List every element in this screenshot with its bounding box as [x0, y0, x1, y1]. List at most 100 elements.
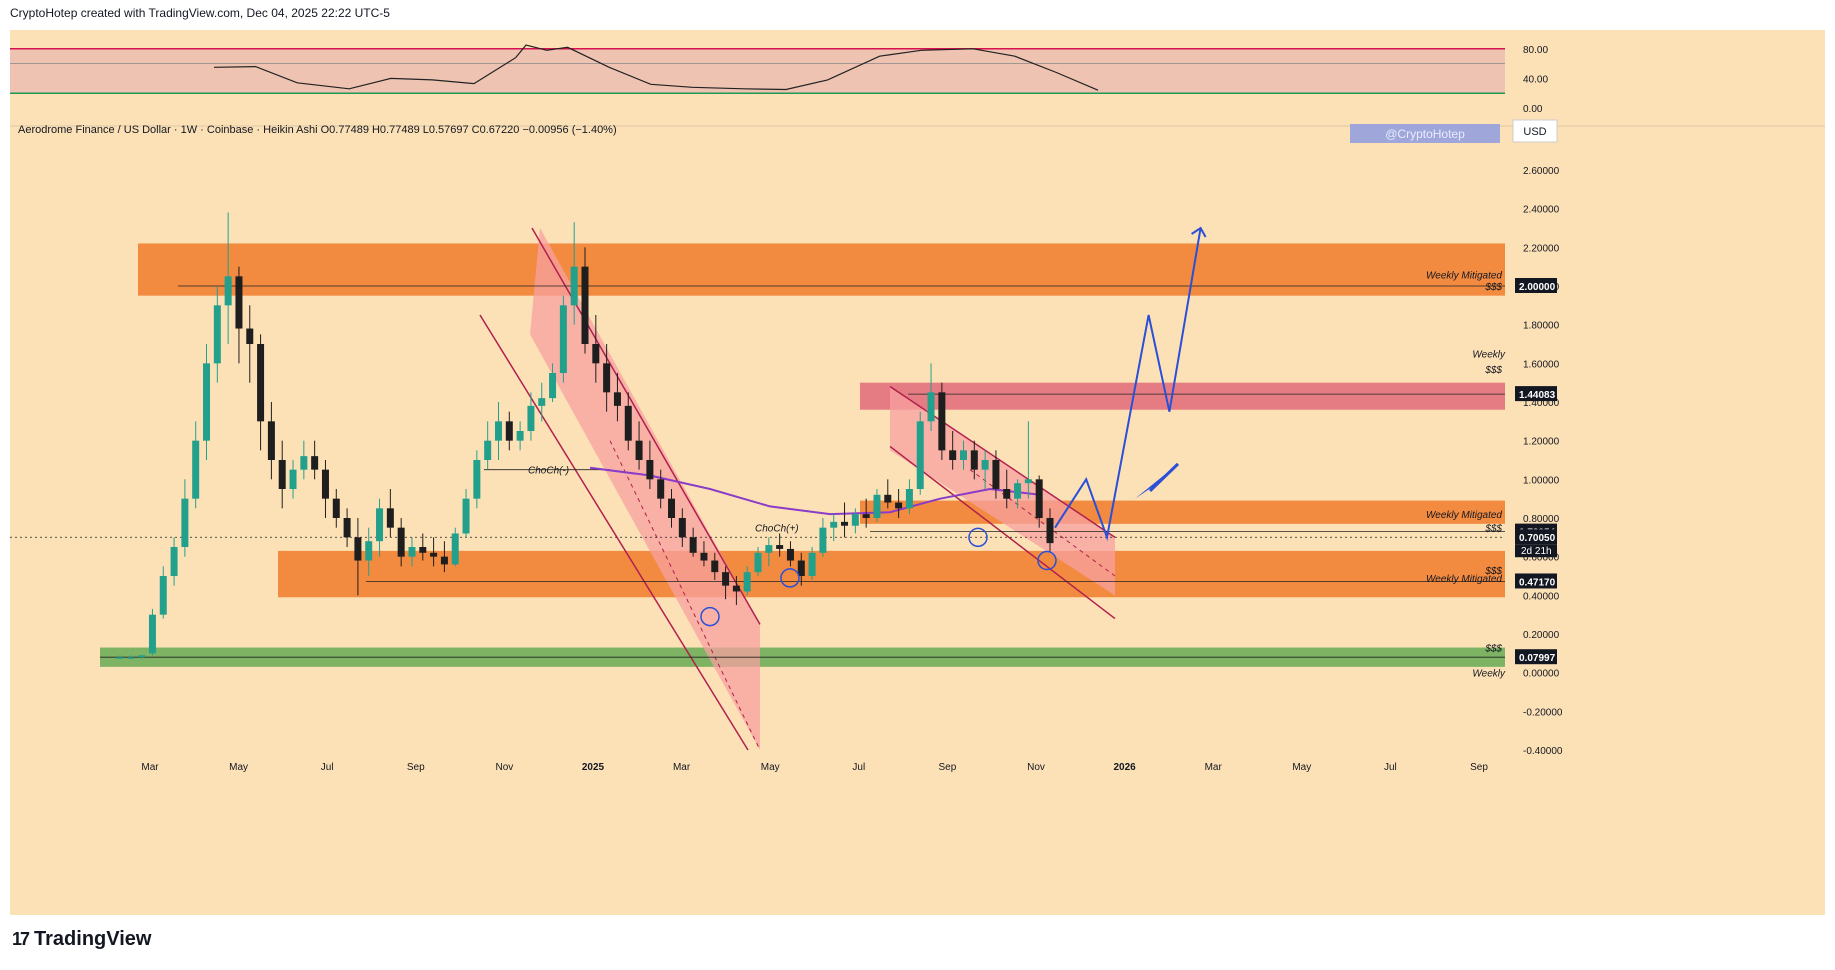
candle-body	[646, 460, 654, 480]
candle-body	[451, 533, 459, 565]
rsi-tick-label: 40.00	[1523, 74, 1548, 85]
candle-body	[267, 421, 275, 460]
candle-body	[203, 363, 211, 441]
candle-body	[159, 576, 167, 615]
candle-body	[192, 440, 200, 499]
candle-body	[213, 305, 221, 364]
candle-body	[732, 585, 740, 592]
candle-body	[981, 460, 989, 470]
price-label-box	[1515, 529, 1557, 545]
rsi-tick-label: 80.00	[1523, 45, 1548, 56]
candle-body	[386, 508, 394, 528]
channel-2-upper	[889, 385, 1116, 538]
rsi-line	[213, 44, 1099, 91]
candle-body	[549, 373, 557, 399]
price-tick-label: 0.60000	[1523, 553, 1560, 564]
candle-body	[527, 405, 535, 431]
candle-body	[722, 572, 730, 586]
price-tick-label: -0.40000	[1523, 746, 1563, 757]
candle-body	[419, 547, 427, 553]
price-tick-label: 0.40000	[1523, 591, 1560, 602]
candle-body	[862, 514, 870, 518]
time-tick-label: Jul	[321, 762, 334, 773]
annotation-weekly-mitigated: Weekly Mitigated	[1426, 510, 1502, 521]
price-label-text: 1.44083	[1519, 390, 1556, 401]
annotation-sss: $$$	[1484, 524, 1502, 535]
candle-body	[711, 560, 719, 573]
price-label-box	[1515, 573, 1557, 589]
candle-body	[1046, 518, 1054, 544]
price-label-text: 2.00000	[1519, 282, 1556, 293]
candle-body	[484, 440, 492, 460]
candle-body	[624, 405, 632, 441]
weekly-mitigated-zone-low	[278, 550, 1505, 598]
annotation-weekly-mitigated: Weekly Mitigated	[1426, 574, 1502, 585]
channel-1-upper	[531, 227, 761, 625]
candle-body	[516, 431, 524, 441]
candle-body	[657, 479, 665, 499]
candle-body	[354, 537, 362, 561]
channel-2-lower	[889, 445, 1116, 620]
annotation-sss: $$$	[1484, 365, 1502, 376]
candle-body	[700, 552, 708, 561]
candle-body	[148, 614, 156, 654]
price-tick-label: 1.60000	[1523, 359, 1560, 370]
chart-canvas[interactable]: 80.00 40.00 0.00 Aerodrome Finance / US Dol…	[10, 30, 1825, 915]
candle-body	[559, 305, 567, 373]
tradingview-wordmark: TradingView	[34, 928, 152, 950]
channel-1-mid	[609, 440, 761, 751]
chart-attribution: CryptoHotep created with TradingView.com…	[10, 6, 390, 20]
candle-body	[462, 498, 470, 534]
candle-body	[927, 392, 935, 422]
candle-body	[776, 545, 784, 549]
channel-1-fill	[530, 228, 760, 750]
candle-body	[1024, 479, 1032, 484]
candle-body	[332, 498, 340, 518]
annotation-sss: $$$	[1484, 566, 1502, 577]
candle-body	[538, 398, 546, 406]
candle-body	[494, 421, 502, 441]
candle-body	[376, 508, 384, 542]
candle-body	[905, 489, 913, 509]
candle-body	[949, 450, 957, 460]
price-tick-label: 1.00000	[1523, 475, 1560, 486]
time-tick-label: Jul	[1384, 762, 1397, 773]
candle-body	[743, 572, 751, 592]
marker-circle	[1037, 550, 1057, 571]
price-tick-label: -0.20000	[1523, 707, 1563, 718]
time-tick-label: Sep	[939, 762, 957, 773]
weekly-mitigated-zone-top	[138, 243, 1505, 296]
candle-body	[1003, 489, 1011, 499]
candle-body	[668, 498, 676, 518]
candle-body	[765, 545, 773, 553]
candle-body	[397, 527, 405, 557]
blue-arrow-shaft	[1148, 462, 1180, 493]
price-label-text: 0.07997	[1519, 653, 1556, 664]
candle-body	[473, 460, 481, 499]
weekly-mitigated-zone-mid	[860, 500, 1505, 524]
price-label-text: 0.47170	[1519, 577, 1556, 588]
time-tick-label: 2026	[1113, 762, 1136, 773]
candle-body	[970, 450, 978, 470]
tradingview-logo[interactable]: 17 TradingView	[12, 928, 151, 951]
rsi-tick-label: 0.00	[1523, 104, 1543, 115]
annotation-sss: $$$	[1484, 282, 1502, 293]
annotation-choch-minus: ChoCh(-)	[528, 466, 569, 477]
price-tick-label: 1.20000	[1523, 437, 1560, 448]
candle-body	[786, 548, 794, 561]
candle-body	[959, 450, 967, 460]
marker-circle	[700, 606, 720, 627]
price-tick-label: 2.20000	[1523, 243, 1560, 254]
annotation-weekly-mitigated: Weekly Mitigated	[1426, 270, 1502, 281]
time-tick-label: Nov	[496, 762, 514, 773]
chart-panel[interactable]: 80.00 40.00 0.00 Aerodrome Finance / US Dol…	[10, 30, 1825, 915]
candle-body	[916, 421, 924, 489]
candle-body	[505, 421, 513, 441]
projection-path	[1054, 227, 1202, 542]
candle-body	[1035, 479, 1043, 518]
annotation-sss: $$$	[1484, 643, 1502, 654]
candle-body	[841, 521, 849, 526]
price-tick-label: 0.00000	[1523, 669, 1560, 680]
candle-body	[603, 363, 611, 393]
weekly-zone-pink	[860, 382, 1505, 410]
